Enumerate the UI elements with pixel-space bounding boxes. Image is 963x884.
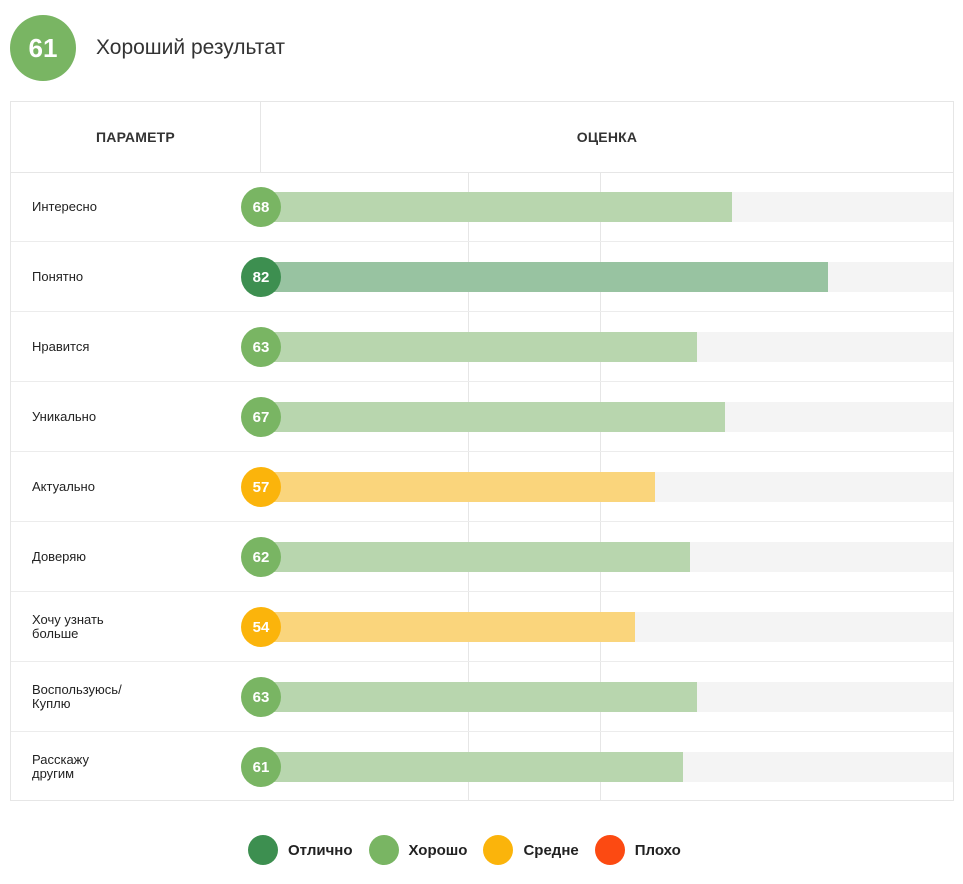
score-bar xyxy=(261,682,697,712)
score-value-badge: 61 xyxy=(241,747,281,787)
legend-label: Хорошо xyxy=(408,841,468,859)
legend-swatch xyxy=(368,835,399,865)
legend: Отлично Хорошо Средне Плохо xyxy=(248,834,697,866)
bar-track xyxy=(261,682,953,712)
table-row: Уникально 67 xyxy=(11,382,953,452)
results-table: ПАРАМЕТР ОЦЕНКА Интересно 68 Понятно 82 Нрав… xyxy=(10,101,954,801)
score-bar xyxy=(261,192,732,222)
score-value-badge: 57 xyxy=(241,467,281,507)
score-value-badge: 82 xyxy=(241,257,281,297)
bar-track xyxy=(261,402,953,432)
legend-swatch xyxy=(248,835,278,865)
parameter-label: Интересно xyxy=(32,199,97,214)
legend-item-excellent: Отлично xyxy=(248,835,353,865)
overall-result-title: Хороший результат xyxy=(96,36,286,59)
legend-label: Средне xyxy=(523,841,579,859)
parameter-label: Воспользуюсь/ Куплю xyxy=(32,682,122,711)
legend-item-average: Средне xyxy=(483,835,579,865)
legend-label: Отлично xyxy=(288,841,353,859)
bar-track xyxy=(261,472,953,502)
parameter-label: Нравится xyxy=(32,339,90,354)
parameter-label: Уникально xyxy=(32,409,97,424)
parameter-label: Расскажу другим xyxy=(32,752,90,781)
bar-track xyxy=(261,192,953,222)
parameter-label: Понятно xyxy=(32,269,84,284)
parameter-label: Хочу узнать больше xyxy=(32,612,104,641)
table-row: Воспользуюсь/ Куплю 63 xyxy=(11,662,953,732)
score-value-badge: 62 xyxy=(241,537,281,577)
legend-swatch xyxy=(483,835,514,865)
parameter-label: Доверяю xyxy=(32,549,87,564)
table-body: Интересно 68 Понятно 82 Нравится 63 Уникально 6… xyxy=(11,172,953,802)
score-bar xyxy=(261,612,635,642)
legend-item-good: Хорошо xyxy=(368,835,468,865)
column-header-parameter: ПАРАМЕТР xyxy=(11,102,261,172)
bar-track xyxy=(261,262,953,292)
bar-track xyxy=(261,752,953,782)
score-bar xyxy=(261,332,697,362)
score-bar xyxy=(261,752,684,782)
bar-track xyxy=(261,332,953,362)
score-value-badge: 63 xyxy=(241,327,281,367)
table-row: Нравится 63 xyxy=(11,312,953,382)
bar-track xyxy=(261,612,953,642)
table-row: Интересно 68 xyxy=(11,172,953,242)
score-value-badge: 63 xyxy=(241,677,281,717)
legend-item-bad: Плохо xyxy=(594,835,681,865)
legend-swatch xyxy=(594,835,625,865)
table-row: Доверяю 62 xyxy=(11,522,953,592)
score-value-badge: 67 xyxy=(241,397,281,437)
score-bar xyxy=(261,472,656,502)
parameter-label: Актуально xyxy=(32,479,95,494)
score-bar xyxy=(261,262,829,292)
table-row: Понятно 82 xyxy=(11,242,953,312)
bar-track xyxy=(261,542,953,572)
table-row: Хочу узнать больше 54 xyxy=(11,592,953,662)
overall-score-badge: 61 xyxy=(10,15,76,81)
overall-result: 61 Хороший результат xyxy=(10,15,285,81)
score-value-badge: 54 xyxy=(241,607,281,647)
table-row: Расскажу другим 61 xyxy=(11,732,953,802)
table-row: Актуально 57 xyxy=(11,452,953,522)
legend-label: Плохо xyxy=(634,841,681,859)
column-header-score: ОЦЕНКА xyxy=(576,129,638,145)
score-bar xyxy=(261,402,725,432)
table-header: ПАРАМЕТР ОЦЕНКА xyxy=(11,102,953,173)
score-bar xyxy=(261,542,691,572)
score-value-badge: 68 xyxy=(241,187,281,227)
